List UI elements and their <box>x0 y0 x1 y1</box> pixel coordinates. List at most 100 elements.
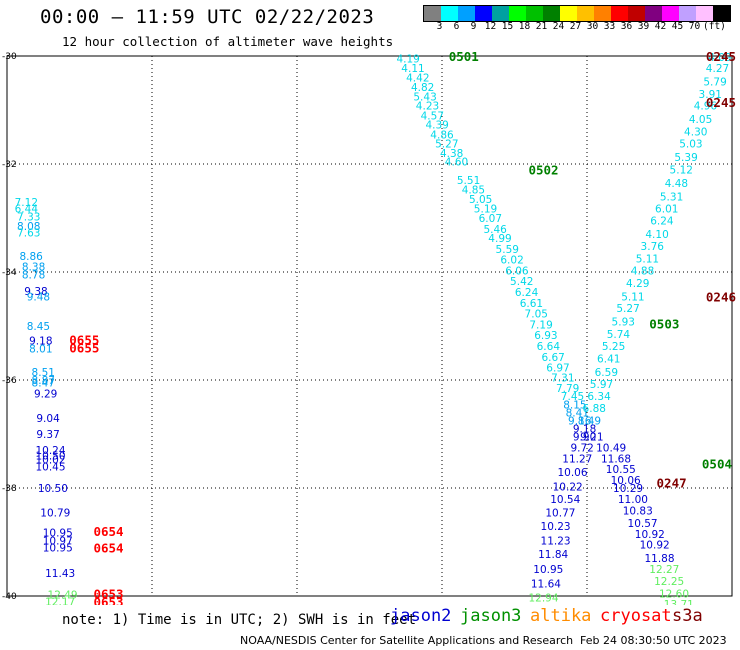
data-point-label: 8.41 <box>566 407 589 419</box>
legend-label: 18 <box>518 21 531 32</box>
data-point-label: 5.31 <box>660 191 683 203</box>
data-point-label: 5.43 <box>413 92 436 104</box>
data-point-label: 6.64 <box>537 341 561 353</box>
data-point-label: 9.48 <box>27 291 50 303</box>
data-point-label: 4.05 <box>689 114 712 126</box>
data-point-label: 10.49 <box>596 443 626 455</box>
data-point-label: 6.01 <box>655 203 678 215</box>
data-point-label: 10.95 <box>43 542 73 554</box>
data-point-label: 6.07 <box>479 213 502 225</box>
data-point-label: 12.27 <box>649 564 679 576</box>
legend-label: 3 <box>436 21 443 32</box>
data-point-label: 6.02 <box>500 255 523 267</box>
legend-swatch <box>628 6 645 21</box>
data-point-label: 9.18 <box>29 336 52 348</box>
data-point-label: 10.22 <box>553 481 583 493</box>
data-point-label: 9.04 <box>36 413 60 425</box>
data-point-label: 6.34 <box>587 391 611 403</box>
data-point-label: 6.97 <box>546 363 569 375</box>
legend-label: 45 <box>671 21 684 32</box>
data-point-label: 10.02 <box>35 454 65 466</box>
data-point-label: 11.68 <box>601 453 631 465</box>
satellite-altika: altika <box>530 606 592 626</box>
satellite-jason3: jason3 <box>460 606 522 626</box>
legend-swatch <box>594 6 611 21</box>
data-point-label: 4.09 <box>708 52 731 64</box>
data-point-label: 4.38 <box>440 148 463 160</box>
pass-time-label: 0654 <box>93 524 123 539</box>
legend-label: 27 <box>569 21 582 32</box>
data-point-label: 10.54 <box>550 494 580 506</box>
data-point-label: 8.15 <box>563 399 586 411</box>
data-point-label: 4.88 <box>631 265 654 277</box>
pass-time-label: 0501 <box>449 49 479 64</box>
legend-label: 36 <box>620 21 633 32</box>
data-point-label: 5.39 <box>674 152 697 164</box>
y-tick-label: -36 <box>2 376 17 386</box>
y-tick-label: -30 <box>2 52 17 62</box>
data-point-label: 10.55 <box>606 464 636 476</box>
data-point-label: 7.12 <box>15 197 38 209</box>
data-point-label: 7.19 <box>529 319 552 331</box>
data-point-label: 11.00 <box>618 494 648 506</box>
data-point-label: 5.51 <box>457 175 480 187</box>
legend-label: 15 <box>501 21 514 32</box>
chart-subtitle: 12 hour collection of altimeter wave hei… <box>62 34 394 49</box>
footer-credit: NOAA/NESDIS Center for Satellite Applica… <box>240 634 574 647</box>
data-point-label: 4.85 <box>462 184 485 196</box>
data-point-label: 5.59 <box>496 244 519 256</box>
legend-label: 39 <box>637 21 650 32</box>
data-point-label: 4.42 <box>406 73 429 85</box>
data-point-label: 10.45 <box>35 461 65 473</box>
data-point-label: 7.79 <box>556 383 579 395</box>
satellite-jason2: jason2 <box>390 606 452 626</box>
chart-title: 00:00 – 11:59 UTC 02/22/2023 <box>40 6 375 28</box>
legend-swatch <box>611 6 628 21</box>
data-point-label: 9.37 <box>36 429 59 441</box>
legend-label: 9 <box>470 21 477 32</box>
note-text: note: 1) Time is in UTC; 2) SWH is in fe… <box>62 612 417 628</box>
data-point-label: 6.59 <box>595 367 618 379</box>
data-point-label: 10.50 <box>38 483 68 495</box>
pass-time-label: 0245 <box>706 49 736 64</box>
legend-swatch <box>696 6 713 21</box>
y-tick-label: -32 <box>2 160 17 170</box>
data-point-label: 10.50 <box>35 451 65 463</box>
data-point-label: 6.67 <box>541 352 564 364</box>
legend-swatch <box>458 6 475 21</box>
data-point-label: 10.92 <box>635 529 665 541</box>
pass-time-label: 0653 <box>93 586 123 601</box>
data-point-label: 8.49 <box>578 416 601 428</box>
data-point-label: 8.01 <box>29 344 52 356</box>
data-point-label: 9.18 <box>573 424 596 436</box>
pass-time-label: 0655 <box>69 341 99 356</box>
legend-swatch <box>560 6 577 21</box>
legend-swatch <box>424 6 441 21</box>
data-point-label: 6.44 <box>15 203 39 215</box>
pass-time-label: 0503 <box>649 316 679 331</box>
data-point-label: 9.16 <box>568 416 592 428</box>
data-point-label: 10.95 <box>43 527 73 539</box>
data-point-label: 10.29 <box>613 483 643 495</box>
pass-time-label: 0654 <box>93 540 123 555</box>
satellite-s3a: s3a <box>672 606 703 626</box>
data-point-label: 5.11 <box>621 291 644 303</box>
pass-time-label: 0653 <box>93 594 123 605</box>
plot-frame <box>6 55 733 597</box>
data-point-label: 9.90 <box>573 432 596 444</box>
legend-label: 24 <box>552 21 565 32</box>
legend-swatch <box>509 6 526 21</box>
y-tick-label: -34 <box>2 268 17 278</box>
data-point-label: 5.11 <box>636 254 659 266</box>
data-point-label: 11.84 <box>538 549 568 561</box>
data-point-label: 10.79 <box>40 507 70 519</box>
data-point-label: 8.08 <box>17 221 40 233</box>
data-point-label: 12.94 <box>528 593 558 605</box>
data-point-label: 6.24 <box>650 216 674 228</box>
legend-label: (ft) <box>703 21 726 32</box>
data-point-label: 4.19 <box>396 54 419 66</box>
data-point-label: 6.41 <box>597 353 620 365</box>
data-point-label: 11.23 <box>541 535 571 547</box>
data-point-label: 8.45 <box>27 321 50 333</box>
data-point-label: 10.57 <box>628 518 658 530</box>
